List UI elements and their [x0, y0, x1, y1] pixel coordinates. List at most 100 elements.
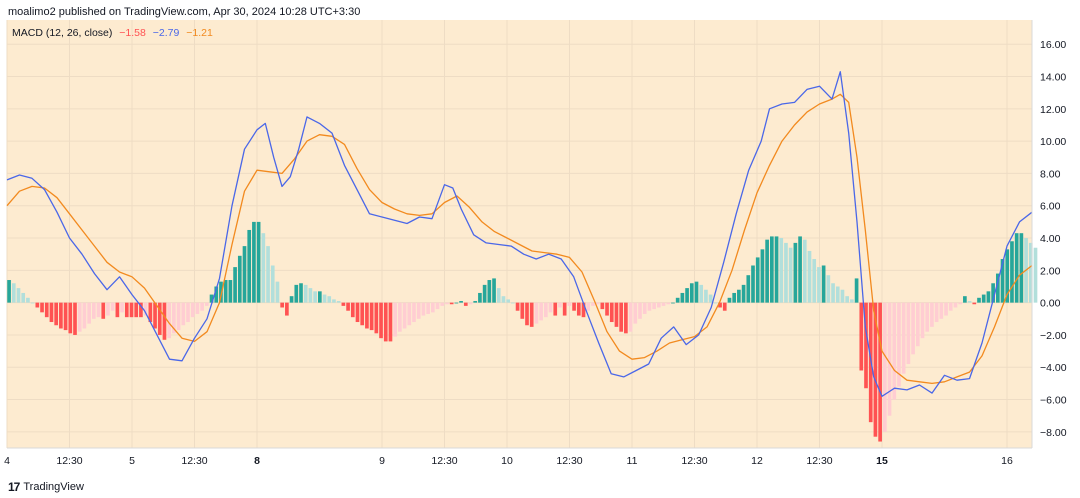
- histogram-bar: [153, 302, 157, 329]
- y-tick-label: −6.00: [1040, 395, 1067, 407]
- histogram-bar: [101, 302, 106, 319]
- y-tick-label: −8.00: [1040, 427, 1067, 439]
- plot-background: [7, 20, 1032, 448]
- y-tick-label: 12.00: [1040, 104, 1066, 116]
- histogram-bar: [40, 302, 44, 313]
- histogram-bar: [807, 250, 812, 303]
- histogram-bar: [576, 302, 581, 316]
- histogram-bar: [1014, 233, 1019, 303]
- histogram-bar: [595, 302, 600, 305]
- legend-histogram-value: −1.58: [119, 27, 146, 39]
- histogram-bar: [242, 246, 247, 303]
- histogram-bar: [30, 302, 35, 304]
- x-tick-label: 11: [627, 455, 638, 467]
- histogram-bar: [859, 302, 864, 371]
- histogram-bar: [605, 302, 609, 316]
- y-tick-label: 4.00: [1040, 233, 1061, 245]
- x-tick-label: 12:30: [56, 455, 82, 467]
- legend-indicator-label: MACD (12, 26, close): [12, 27, 113, 39]
- histogram-bar: [638, 302, 642, 319]
- histogram-bar: [906, 302, 911, 365]
- y-tick-label: 6.00: [1040, 201, 1061, 213]
- histogram-bar: [967, 301, 972, 303]
- histogram-bar: [91, 302, 96, 319]
- histogram-bar: [157, 302, 162, 335]
- histogram-bar: [463, 302, 468, 306]
- macd-chart[interactable]: 16.00 14.00 12.00 10.00 8.00 6.00 4.00 2.00 0.00…: [0, 20, 1080, 473]
- histogram-bar: [374, 302, 379, 334]
- histogram-bar: [336, 301, 341, 303]
- histogram-bar: [299, 283, 303, 303]
- histogram-bar: [445, 302, 449, 305]
- histogram-bar: [195, 302, 200, 314]
- histogram-bar: [784, 242, 788, 303]
- histogram-bar: [977, 297, 981, 303]
- histogram-bar: [473, 301, 478, 303]
- histogram-bar: [675, 297, 680, 303]
- histogram-bar: [934, 302, 939, 323]
- histogram-bar: [379, 302, 383, 339]
- histogram-bar: [920, 302, 925, 339]
- histogram-bar: [774, 236, 779, 303]
- histogram-bar: [398, 302, 402, 332]
- histogram-bar: [346, 302, 350, 311]
- histogram-bar: [421, 302, 426, 316]
- x-tick-label: 12:30: [431, 455, 457, 467]
- x-tick-label: 4: [4, 455, 10, 467]
- histogram-bar: [798, 236, 802, 303]
- histogram-bar: [802, 239, 807, 303]
- x-tick-label: 5: [129, 455, 135, 467]
- histogram-bar: [1005, 249, 1010, 303]
- histogram-bar: [270, 265, 275, 303]
- histogram-bar: [294, 284, 299, 303]
- histogram-bar: [468, 302, 473, 305]
- y-tick-label: 8.00: [1040, 168, 1061, 180]
- histogram-bar: [63, 302, 68, 331]
- histogram-bar: [115, 302, 120, 318]
- histogram-bar: [689, 283, 694, 303]
- histogram-bar: [845, 296, 850, 303]
- histogram-bar: [586, 302, 591, 311]
- histogram-bar: [765, 239, 769, 303]
- histogram-bar: [746, 275, 751, 303]
- histogram-bar: [256, 221, 261, 303]
- histogram-bar: [313, 291, 317, 303]
- y-tick-label: 16.00: [1040, 39, 1066, 51]
- histogram-bar: [176, 302, 181, 331]
- histogram-bar: [172, 302, 176, 334]
- brand-name[interactable]: TradingView: [23, 481, 84, 493]
- histogram-bar: [219, 281, 223, 303]
- histogram-bar: [925, 302, 930, 332]
- histogram-bar: [788, 247, 793, 303]
- histogram-bar: [685, 288, 689, 303]
- histogram-bar: [134, 302, 139, 318]
- histogram-bar: [11, 283, 16, 303]
- histogram-bar: [402, 302, 407, 329]
- histogram-bar: [496, 288, 501, 303]
- histogram-bar: [440, 302, 445, 306]
- histogram-bar: [247, 229, 252, 303]
- histogram-bar: [317, 291, 322, 303]
- histogram-bar: [1000, 259, 1005, 303]
- y-tick-label: 14.00: [1040, 72, 1066, 84]
- histogram-bar: [289, 296, 294, 303]
- histogram-bar: [854, 278, 859, 303]
- histogram-bar: [77, 302, 82, 332]
- histogram-bar: [204, 302, 209, 306]
- histogram-bar: [327, 296, 332, 303]
- histogram-bar: [181, 302, 186, 326]
- histogram-bar: [562, 302, 567, 316]
- histogram-bar: [548, 302, 553, 313]
- tradingview-logo-icon[interactable]: 17: [8, 480, 20, 494]
- histogram-bar: [609, 302, 614, 323]
- histogram-bar: [793, 242, 798, 303]
- histogram-bar: [59, 302, 63, 329]
- histogram-bar: [285, 302, 289, 316]
- x-tick-label: 12:30: [556, 455, 582, 467]
- histogram-bar: [835, 286, 840, 303]
- histogram-bar: [831, 283, 835, 303]
- y-tick-label: −4.00: [1040, 362, 1067, 374]
- histogram-bar: [755, 257, 760, 303]
- histogram-bar: [892, 302, 897, 400]
- histogram-bar: [355, 302, 360, 323]
